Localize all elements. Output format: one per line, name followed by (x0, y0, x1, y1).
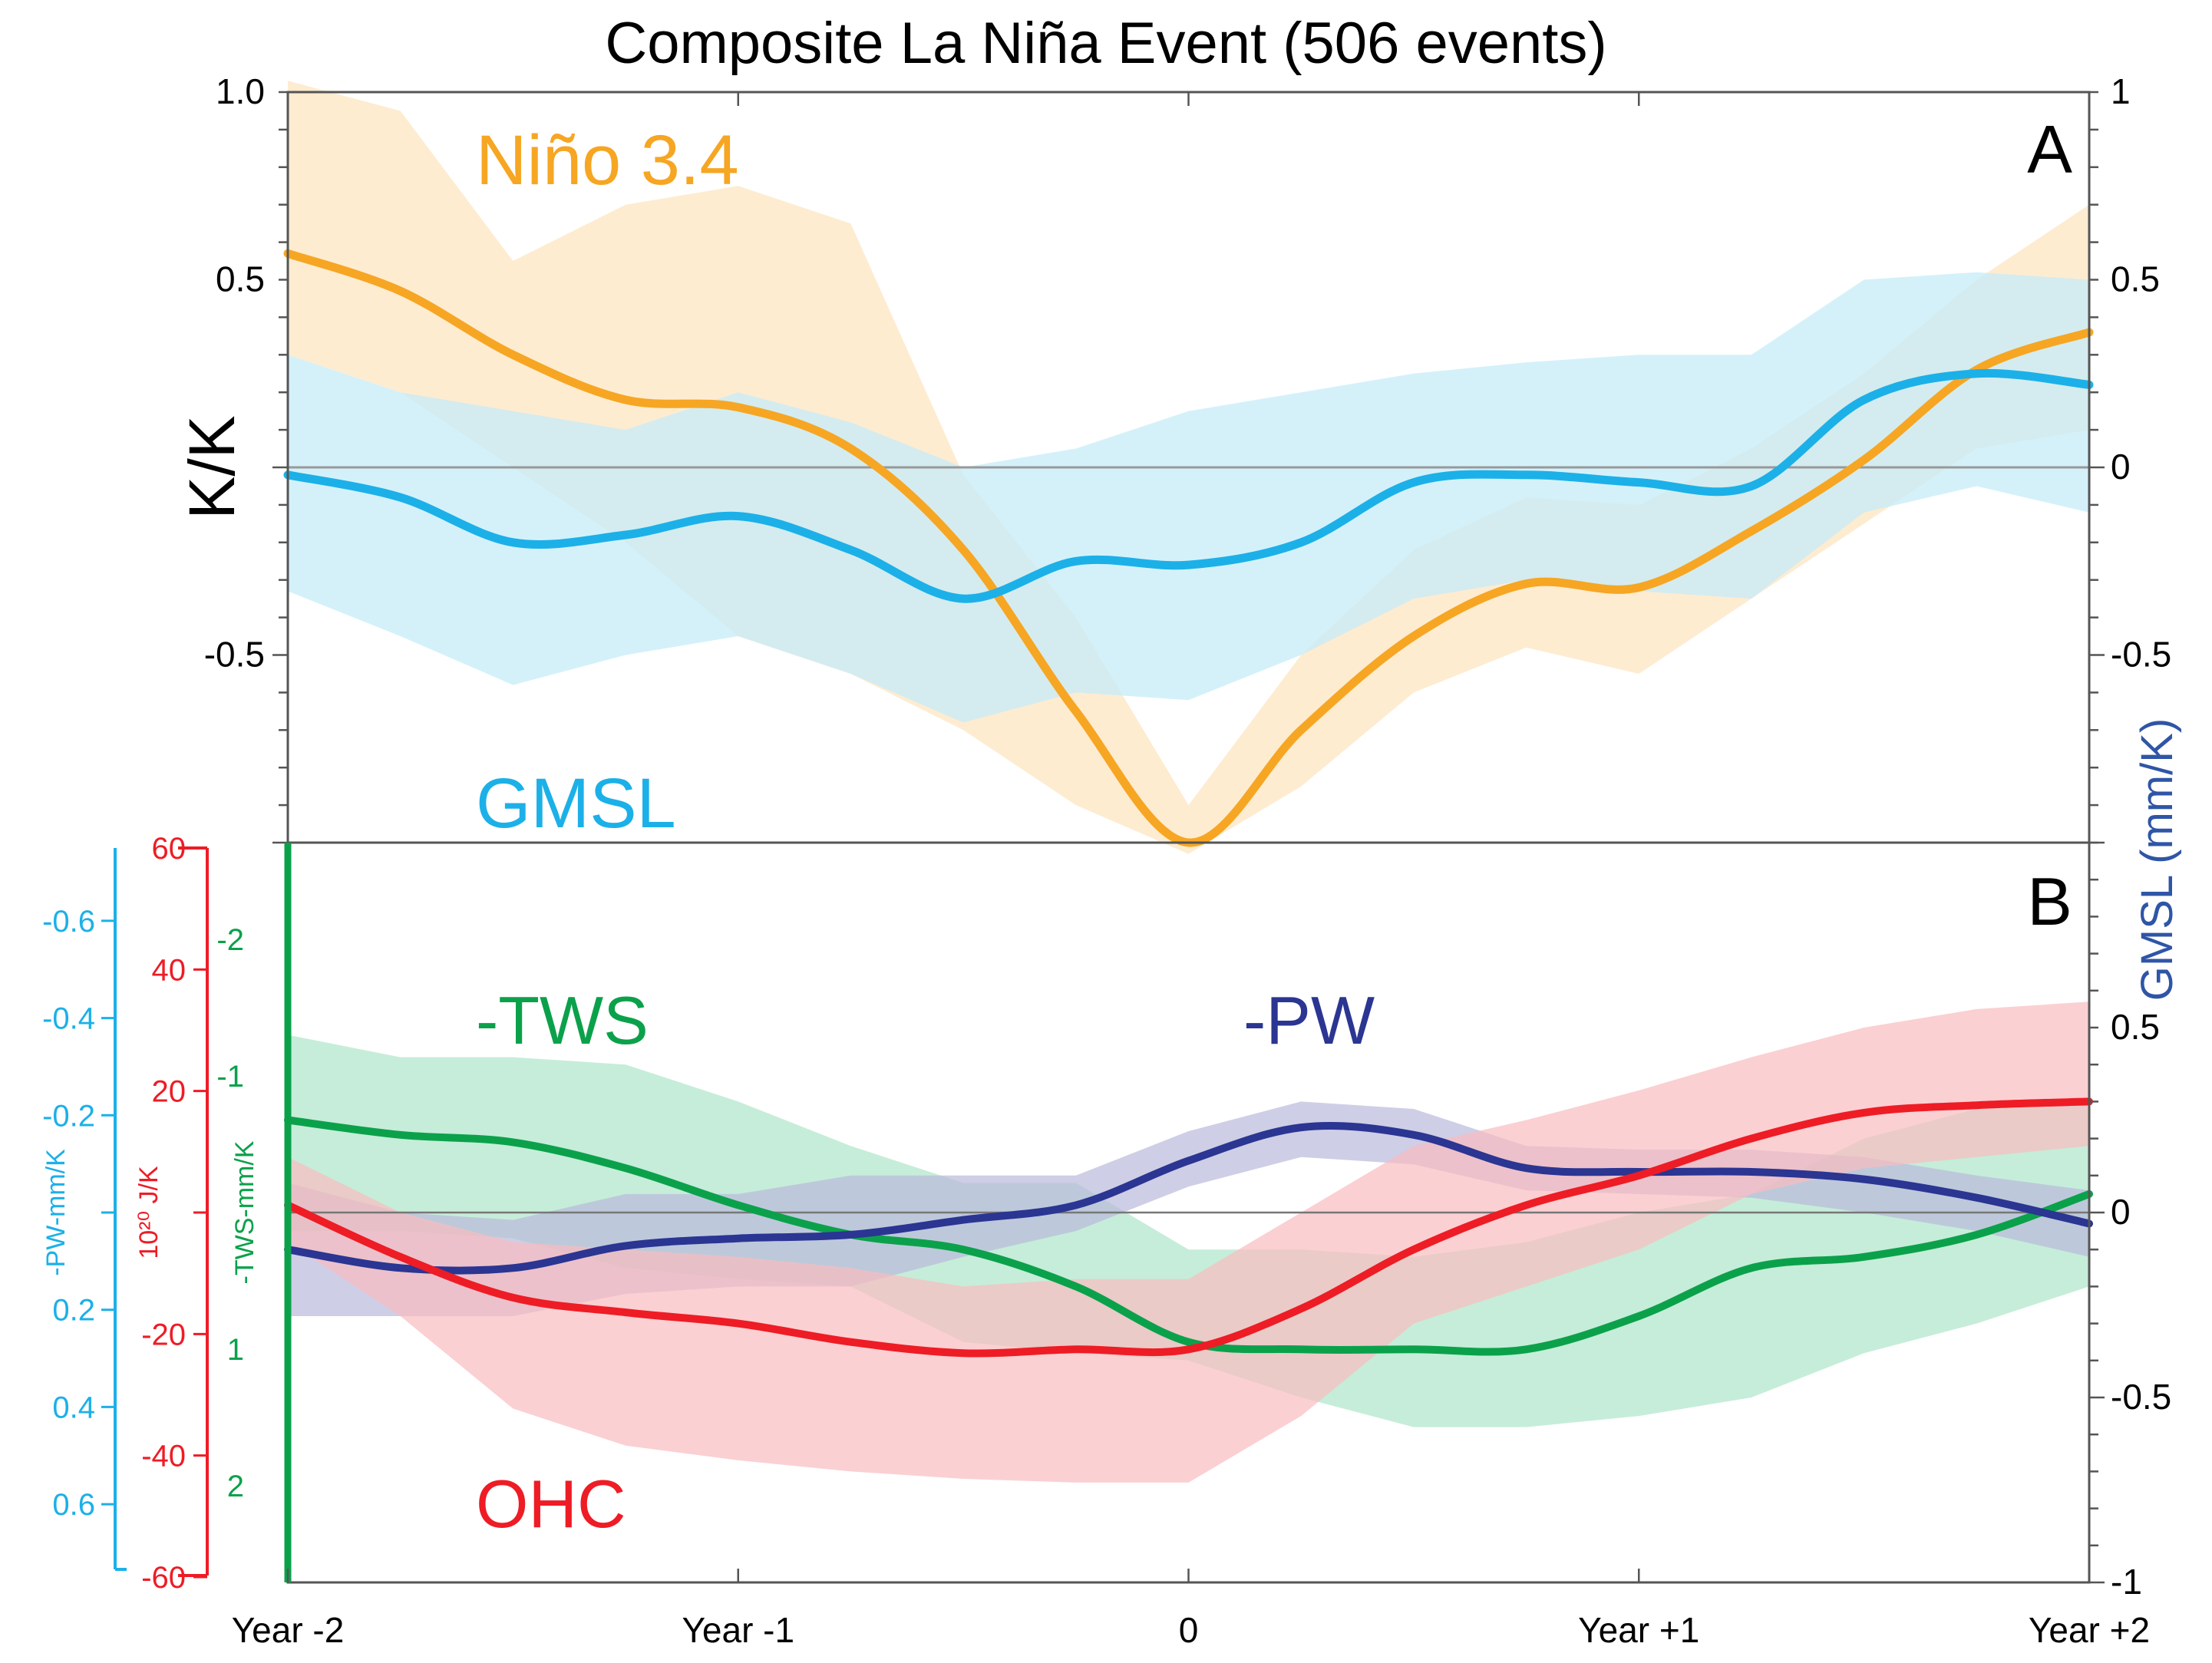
pw-axis-tick-label: 0.2 (52, 1294, 95, 1328)
panel-b-right-tick-label: -1 (2111, 1562, 2142, 1602)
panel-a-right-tick-label: 1 (2111, 71, 2131, 111)
panel-a-letter: A (2027, 111, 2072, 187)
panel-b-right-tick-label: -0.5 (2111, 1377, 2171, 1417)
panel-b: 0.5 0 -0.5 -1 -0.6 -0.4 -0.2 0.2 0.4 0.6 -PW-mm/K 6… (41, 832, 2171, 1602)
tws-axis-tick-label: -1 (216, 1060, 244, 1094)
panel-a-right-tick-label: 0.5 (2111, 259, 2160, 299)
x-tick-label: Year +1 (1578, 1610, 1699, 1650)
ohc-axis-label: 10²⁰ J/K (134, 1166, 163, 1259)
tws-axis-tick-label: 1 (227, 1333, 244, 1367)
panel-b-right-tick-label: 0 (2111, 1192, 2131, 1232)
tws-axis-label: -TWS-mm/K (230, 1140, 259, 1284)
x-tick-label: Year -1 (682, 1610, 794, 1650)
ohc-axis-tick-label: -60 (141, 1561, 186, 1595)
ni-o-3-4-confidence-band (288, 81, 2089, 854)
ohc-axis-tick-label: 40 (152, 953, 187, 987)
ohc-axis-tick-label: 60 (152, 832, 187, 866)
pw-axis-tick-label: 0.6 (52, 1488, 95, 1522)
tws-axis-tick-label: 2 (227, 1470, 244, 1503)
panel-a-left-tick-label: 0.5 (216, 259, 265, 299)
pw-axis-tick-label: 0.4 (52, 1391, 95, 1424)
gmsl-confidence-band (288, 272, 2089, 723)
gmsl-line (283, 368, 2094, 603)
ohc-axis-tick-label: 20 (152, 1075, 187, 1109)
panel-a-right-tick-label: 0 (2111, 447, 2131, 487)
panel-a-left-tick-label: -0.5 (204, 635, 265, 675)
ohc-axis-tick-label: -40 (141, 1440, 186, 1473)
panel-a: 1.0 0.5 -0.5 K/K 1 0.5 0 -0.5 Niño 3.4 GMSL A GMSL … (176, 71, 2182, 1001)
tws-axis-tick-label: -2 (216, 923, 244, 957)
x-tick-label: Year +2 (2029, 1610, 2150, 1650)
ohc-line (284, 1097, 2093, 1358)
x-tick-label: Year -2 (232, 1610, 345, 1650)
ohc-label: OHC (476, 1466, 626, 1542)
gmsl-label: GMSL (476, 764, 676, 843)
chart-title: Composite La Niña Event (506 events) (605, 11, 1606, 76)
gmsl-right-axis-label: GMSL (mm/K) (2132, 718, 2182, 1001)
nino34-label: Niño 3.4 (476, 121, 739, 200)
panel-b-letter: B (2027, 863, 2072, 939)
pw-axis-tick-label: -0.6 (42, 905, 95, 939)
x-tick-label: 0 (1179, 1610, 1199, 1650)
pw-label: -PW (1243, 982, 1375, 1058)
panel-a-left-axis-label: K/K (176, 415, 248, 519)
ohc-axis-tick-label: -20 (141, 1318, 186, 1351)
pw-line (284, 1122, 2093, 1275)
tws-label: -TWS (476, 982, 649, 1058)
pw-axis-tick-label: -0.2 (42, 1099, 95, 1133)
panel-b-right-tick-label: 0.5 (2111, 1007, 2160, 1047)
pw-axis-tick-label: -0.4 (42, 1002, 95, 1036)
pw-axis-label: -PW-mm/K (41, 1149, 71, 1276)
ohc-confidence-band (288, 1001, 2089, 1483)
tws-confidence-band (288, 1034, 2089, 1427)
tws-line (284, 1116, 2093, 1356)
panel-a-left-tick-label: 1.0 (216, 71, 265, 111)
ni-o-3-4-line (283, 249, 2094, 847)
panel-a-right-tick-label: -0.5 (2111, 635, 2171, 675)
